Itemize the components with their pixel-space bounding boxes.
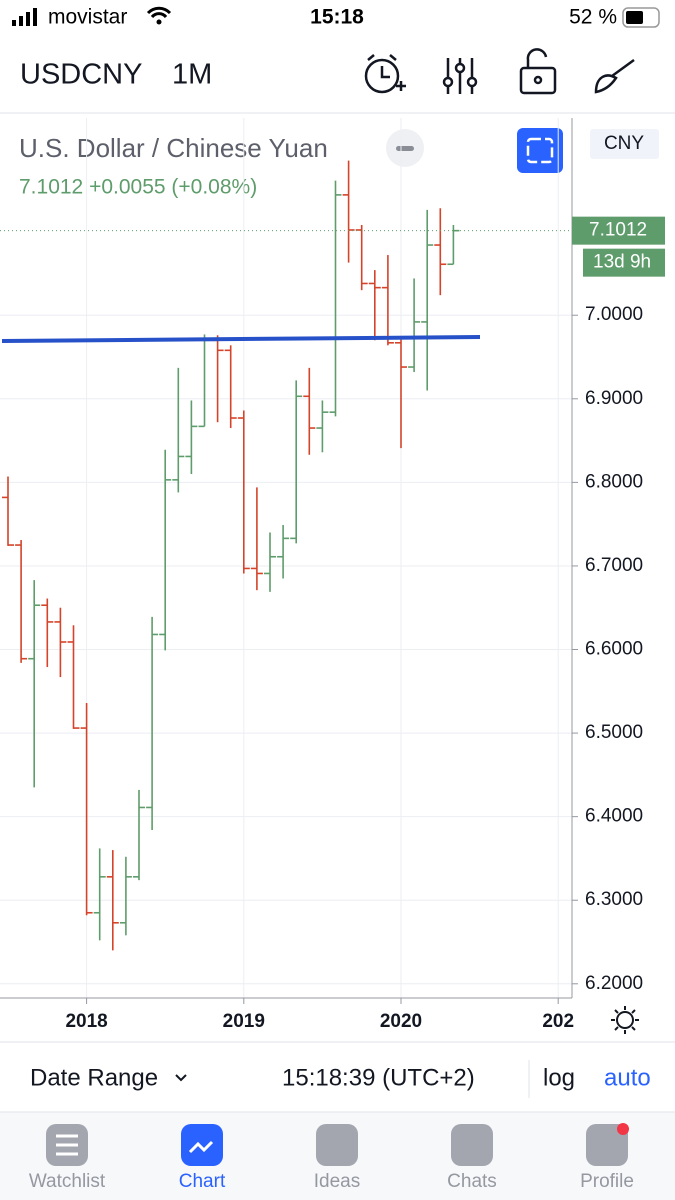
tab-label[interactable]: Profile: [580, 1171, 634, 1192]
last-price-tag: [572, 216, 665, 245]
fullscreen-icon: [526, 137, 554, 164]
indicators-icon[interactable]: [442, 58, 478, 94]
notification-dot: [617, 1123, 629, 1135]
plot-area: [0, 118, 572, 998]
y-tick-label: 6.7000: [585, 555, 643, 576]
x-tick-label: 2020: [380, 1011, 422, 1032]
battery-percent: 52 %: [569, 6, 617, 29]
lock-icon[interactable]: [519, 48, 557, 95]
collapse-icon: [396, 146, 414, 151]
currency-box[interactable]: [590, 129, 659, 159]
y-tick-label: 6.5000: [585, 722, 643, 743]
tab-label[interactable]: Ideas: [314, 1171, 360, 1192]
countdown-tag: [583, 248, 665, 277]
y-tick-label: 6.2000: [585, 973, 643, 994]
tab-icon[interactable]: [181, 1124, 223, 1166]
timezone-clock[interactable]: 15:18:39 (UTC+2): [282, 1064, 475, 1091]
wifi-dot: [156, 19, 162, 25]
log-toggle[interactable]: log: [543, 1064, 575, 1091]
tab-label[interactable]: Watchlist: [29, 1171, 106, 1192]
date-range[interactable]: Date Range: [30, 1064, 158, 1091]
tab-label[interactable]: Chats: [447, 1171, 497, 1192]
chart-title: U.S. Dollar / Chinese Yuan: [19, 133, 328, 163]
x-tick-label: 2019: [223, 1011, 265, 1032]
fullscreen-button[interactable]: [517, 128, 563, 173]
chart-subtitle: 7.1012 +0.0055 (+0.08%): [19, 176, 257, 199]
y-tick-label: 7.0000: [585, 304, 643, 325]
alert-icon[interactable]: [364, 54, 406, 94]
tab-label[interactable]: Chart: [179, 1171, 226, 1192]
chevron: [175, 1074, 187, 1082]
brush-icon[interactable]: [594, 58, 635, 94]
settings-icon[interactable]: [611, 1006, 639, 1034]
countdown-label: 13d 9h: [593, 252, 651, 273]
x-tick-label: 2018: [65, 1011, 107, 1032]
auto-toggle[interactable]: auto: [604, 1064, 651, 1091]
y-tick-label: 6.4000: [585, 806, 643, 827]
battery-icon: [622, 7, 660, 28]
signal-icon: [12, 8, 37, 26]
x-tick-label: 202: [542, 1011, 574, 1032]
chart-glyph: [188, 1140, 214, 1154]
tab-icon[interactable]: [316, 1124, 358, 1166]
y-tick-label: 6.3000: [585, 889, 643, 910]
currency-label: CNY: [604, 133, 644, 154]
tab-icon[interactable]: [586, 1124, 628, 1166]
drawn-trend-line[interactable]: [1, 335, 481, 343]
tab-icon[interactable]: [451, 1124, 493, 1166]
tabs: Watchlist Chart Ideas Chats Profile: [29, 1123, 634, 1192]
y-tick-label: 6.6000: [585, 639, 643, 660]
y-tick-label: 6.8000: [585, 471, 643, 492]
last-price-label: 7.1012: [589, 220, 647, 241]
list-glyph: [56, 1134, 78, 1156]
interval[interactable]: 1M: [172, 59, 212, 91]
clock: 15:18: [310, 6, 364, 29]
wifi-icon: [146, 6, 172, 19]
y-tick-label: 6.9000: [585, 388, 643, 409]
carrier: movistar: [48, 6, 127, 29]
battery-level: [626, 11, 643, 24]
symbol[interactable]: USDCNY: [20, 59, 142, 91]
